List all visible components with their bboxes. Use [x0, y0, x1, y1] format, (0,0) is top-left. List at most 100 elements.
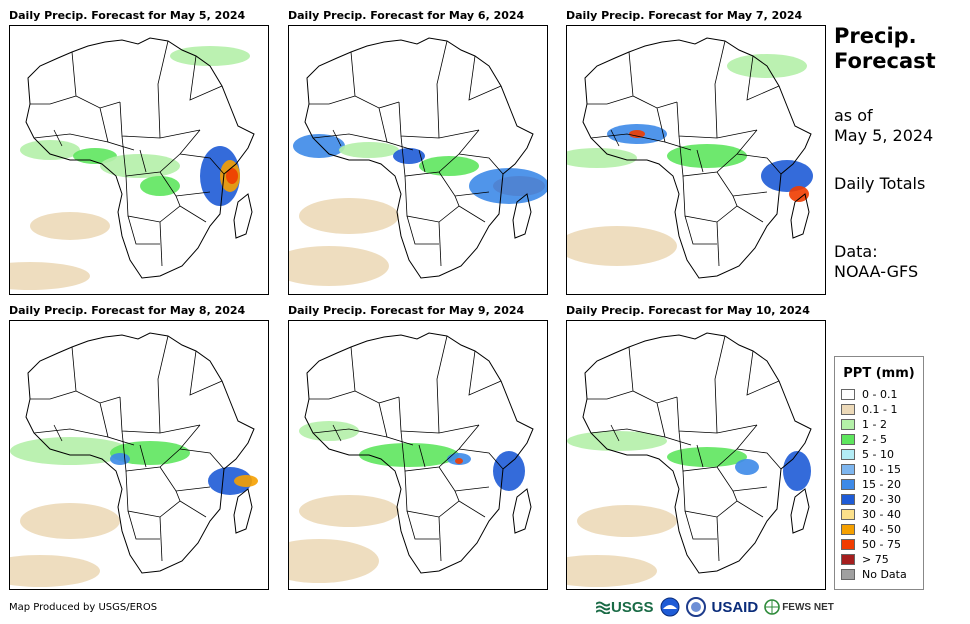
- map-panel-may-8: [9, 320, 269, 590]
- country-border: [179, 205, 207, 223]
- country-border: [398, 396, 480, 434]
- precip-area: [419, 156, 479, 176]
- legend-swatch: [841, 509, 855, 520]
- usgs-logo: USGS: [596, 599, 654, 616]
- legend-item: 40 - 50: [841, 522, 923, 537]
- legend-item: No Data: [841, 567, 923, 582]
- precip-area: [20, 503, 120, 539]
- country-border: [468, 350, 502, 396]
- legend-item: 50 - 75: [841, 537, 923, 552]
- country-border: [418, 149, 426, 173]
- precip-area: [455, 458, 463, 464]
- africa-precip-map: [567, 37, 813, 279]
- country-border: [139, 444, 147, 468]
- side-title-line1: Precip.: [834, 24, 917, 48]
- legend-items: 0 - 0.1 0.1 - 1 1 - 2 2 - 5 5 - 10 10 - 15 15 …: [835, 387, 923, 582]
- madagascar-outline: [233, 193, 253, 239]
- precip-area: [10, 555, 100, 587]
- country-border: [628, 51, 678, 109]
- panel-title-3: Daily Precip. Forecast for May 7, 2024: [566, 9, 803, 22]
- country-border: [406, 510, 439, 540]
- legend-label: 50 - 75: [862, 538, 901, 551]
- country-border: [736, 153, 782, 175]
- legend-item: 0 - 0.1: [841, 387, 923, 402]
- usaid-logo-text: USAID: [711, 598, 759, 616]
- africa-outline: [25, 332, 255, 574]
- legend-swatch: [841, 449, 855, 460]
- country-border: [53, 129, 63, 147]
- map-panel-may-9: [288, 320, 548, 590]
- map-panel-may-7: [566, 25, 826, 295]
- precip-area: [629, 130, 645, 138]
- data-source-label: Data: NOAA-GFS: [834, 242, 918, 282]
- legend-swatch: [841, 569, 855, 580]
- country-border: [119, 396, 201, 434]
- country-border: [71, 51, 121, 109]
- country-border: [404, 470, 460, 518]
- country-border: [458, 448, 504, 470]
- legend: PPT (mm) 0 - 0.1 0.1 - 1 1 - 2 2 - 5 5 - 10 1…: [834, 356, 924, 590]
- country-border: [30, 95, 77, 105]
- country-border: [378, 402, 414, 446]
- country-border: [179, 448, 225, 470]
- legend-swatch: [841, 524, 855, 535]
- precip-area: [783, 451, 811, 491]
- country-border: [159, 221, 163, 267]
- precip-area: [289, 539, 379, 583]
- legend-title: PPT (mm): [843, 366, 915, 381]
- precip-area: [299, 198, 399, 234]
- precip-area: [667, 447, 747, 467]
- africa-outline: [304, 332, 534, 574]
- country-border: [590, 133, 666, 143]
- legend-label: 0.1 - 1: [862, 403, 898, 416]
- country-border: [587, 95, 634, 105]
- legend-swatch: [841, 539, 855, 550]
- country-border: [119, 101, 201, 139]
- footer-credit: Map Produced by USGS/EROS: [9, 602, 158, 613]
- country-border: [716, 516, 720, 562]
- precip-area: [170, 46, 250, 66]
- country-border: [436, 40, 448, 139]
- country-border: [736, 500, 764, 518]
- country-border: [125, 470, 181, 518]
- legend-label: 0 - 0.1: [862, 388, 898, 401]
- precip-area: [208, 467, 252, 495]
- usgs-logo-text: USGS: [611, 598, 654, 616]
- legend-item: > 75: [841, 552, 923, 567]
- country-border: [676, 101, 758, 139]
- country-border: [682, 470, 738, 518]
- panel-title-1: Daily Precip. Forecast for May 5, 2024: [9, 9, 246, 22]
- data-source-line2: NOAA-GFS: [834, 262, 919, 281]
- legend-label: 30 - 40: [862, 508, 901, 521]
- country-border: [682, 175, 738, 223]
- country-border: [312, 428, 388, 438]
- as-of-label: as of May 5, 2024: [834, 106, 933, 146]
- precip-area: [293, 134, 345, 158]
- legend-item: 30 - 40: [841, 507, 923, 522]
- country-border: [458, 205, 486, 223]
- country-border: [33, 133, 109, 143]
- legend-item: 5 - 10: [841, 447, 923, 462]
- fews-net-text: FEWS NET: [782, 601, 834, 613]
- legend-swatch: [841, 479, 855, 490]
- legend-label: No Data: [862, 568, 907, 581]
- precip-area: [393, 148, 425, 164]
- precip-area: [30, 212, 110, 240]
- country-border: [587, 390, 634, 400]
- country-border: [71, 346, 121, 404]
- precip-area: [359, 443, 459, 467]
- country-border: [714, 40, 726, 139]
- country-border: [350, 51, 400, 109]
- legend-label: 1 - 2: [862, 418, 887, 431]
- country-border: [684, 510, 717, 540]
- country-border: [696, 149, 704, 173]
- legend-label: 20 - 30: [862, 493, 901, 506]
- precip-area: [577, 505, 677, 537]
- country-border: [99, 402, 135, 446]
- legend-item: 20 - 30: [841, 492, 923, 507]
- legend-label: 2 - 5: [862, 433, 887, 446]
- country-border: [157, 335, 169, 434]
- country-border: [127, 215, 160, 245]
- country-border: [127, 510, 160, 540]
- legend-swatch: [841, 389, 855, 400]
